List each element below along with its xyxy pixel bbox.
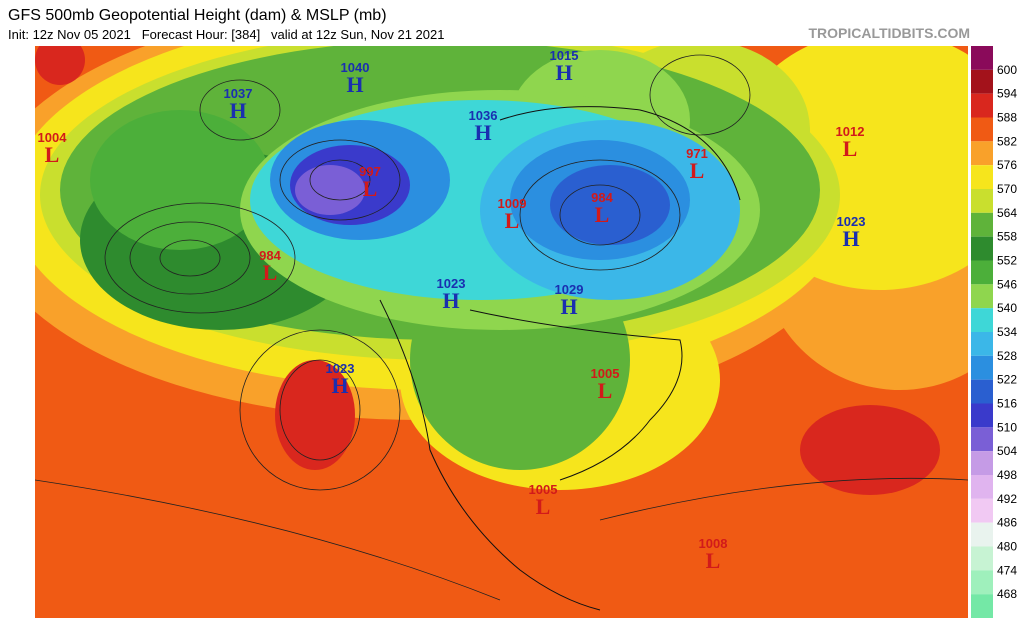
center-value: 1037 [224,86,253,101]
colorbar-label: 474 [997,563,1017,577]
center-type: L [706,548,721,573]
colorbar-label: 492 [997,492,1017,506]
colorbar-cell [971,594,993,618]
colorbar-label: 504 [997,444,1017,458]
subtitle: Init: 12z Nov 05 2021 Forecast Hour: [38… [8,27,444,42]
colorbar-cell [971,427,993,452]
colorbar-label: 588 [997,111,1017,125]
center-type: L [505,208,520,233]
colorbar-cell [971,117,993,142]
center-value: 1008 [699,536,728,551]
center-value: 1015 [550,48,579,63]
colorbar-cell [971,546,993,571]
colorbar-label: 510 [997,420,1017,434]
colorbar-cell [971,165,993,189]
center-value: 1009 [498,196,527,211]
colorbar-cell [971,141,993,166]
center-type: H [560,294,577,319]
center-type: L [690,158,705,183]
colorbar-label: 522 [997,373,1017,387]
center-type: H [555,60,572,85]
colorbar-cell [971,332,993,356]
colorbar-cell [971,69,993,94]
colorbar-label: 498 [997,468,1017,482]
colorbar-cell [971,522,993,547]
center-value: 1023 [837,214,866,229]
center-type: L [595,202,610,227]
center-type: H [229,98,246,123]
colorbar-label: 600 [997,63,1017,77]
center-type: L [598,378,613,403]
center-value: 971 [686,146,708,161]
center-type: H [442,288,459,313]
colorbar-cell [971,475,993,499]
credit: TROPICALTIDBITS.COM [808,25,970,41]
colorbar-label: 576 [997,158,1017,172]
colorbar-label: 468 [997,587,1017,601]
center-value: 1005 [591,366,620,381]
title: GFS 500mb Geopotential Height (dam) & MS… [8,7,387,24]
center-type: L [843,136,858,161]
colorbar-label: 486 [997,516,1017,530]
colorbar-label: 516 [997,397,1017,411]
colorbar-cell [971,46,993,70]
colorbar-cell [971,355,993,380]
center-value: 1005 [529,482,558,497]
colorbar-label: 540 [997,301,1017,315]
center-type: L [536,494,551,519]
height-field [35,46,968,618]
colorbar-label: 480 [997,540,1017,554]
colorbar-label: 546 [997,277,1017,291]
center-type: L [45,142,60,167]
center-value: 1023 [437,276,466,291]
colorbar-label: 558 [997,230,1017,244]
colorbar-label: 552 [997,254,1017,268]
center-type: L [263,260,278,285]
center-value: 1004 [38,130,68,145]
colorbar-cell [971,403,993,428]
center-value: 1040 [341,60,370,75]
colorbar-label: 534 [997,325,1017,339]
center-type: H [331,373,348,398]
colorbar-cell [971,236,993,261]
colorbar-label: 564 [997,206,1017,220]
center-value: 984 [259,248,281,263]
center-type: H [346,72,363,97]
colorbar-label: 570 [997,182,1017,196]
colorbar-cell [971,93,993,118]
center-value: 997 [359,164,381,179]
center-type: H [474,120,491,145]
colorbar: 600 594 588 582 576 570 564 558 552 546 540 534 528 5… [971,46,1017,618]
center-type: L [363,176,378,201]
colorbar-cell [971,212,993,237]
pressure-centers: 1037H1040H1036H1015H997L1009L984L971L100… [38,48,866,573]
colorbar-cell [971,189,993,213]
colorbar-cell [971,451,993,475]
colorbar-cell [971,498,993,523]
colorbar-label: 582 [997,134,1017,148]
center-value: 1012 [836,124,865,139]
colorbar-label: 528 [997,349,1017,363]
center-value: 984 [591,190,613,205]
isobars [35,54,968,601]
colorbar-cell [971,284,993,309]
center-value: 1036 [469,108,498,123]
colorbar-label: 594 [997,87,1017,101]
colorbar-cell [971,570,993,595]
colorbar-cell [971,308,993,332]
coastlines [379,106,741,611]
colorbar-cell [971,379,993,404]
center-type: H [842,226,859,251]
colorbar-cell [971,260,993,285]
center-value: 1023 [326,361,355,376]
center-value: 1029 [555,282,584,297]
